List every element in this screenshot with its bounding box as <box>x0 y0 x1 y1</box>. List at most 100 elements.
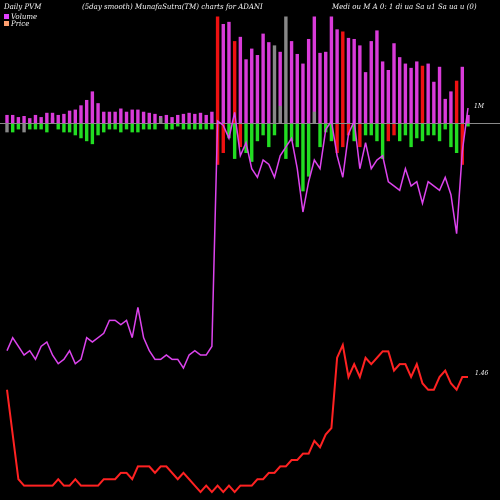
money-flow-bar <box>380 123 385 159</box>
money-flow-bar <box>466 123 470 127</box>
legend-price-label: Price <box>10 20 29 28</box>
volume-bar <box>164 114 169 124</box>
volume-bar <box>312 16 317 124</box>
volume-bar <box>386 70 391 124</box>
volume-bar <box>449 91 453 124</box>
volume-bar <box>193 113 197 124</box>
volume-bar <box>170 117 174 124</box>
money-flow-bar <box>16 123 21 130</box>
money-flow-bar <box>409 123 413 148</box>
legend-price-swatch <box>4 21 9 26</box>
money-flow-bar <box>306 123 311 177</box>
money-flow-bar <box>158 117 163 124</box>
volume-bar <box>238 36 243 124</box>
volume-bar <box>318 52 322 124</box>
volume-bar <box>33 114 38 124</box>
money-flow-bar <box>147 123 151 130</box>
series-line-volume <box>6 107 469 370</box>
volume-bar <box>119 108 123 124</box>
volume-bar <box>398 57 402 124</box>
money-flow-bar <box>392 123 396 136</box>
volume-bar <box>341 31 345 124</box>
money-flow-bar <box>454 123 459 153</box>
volume-bar <box>352 38 356 124</box>
volume-last-value-label: 1M <box>474 103 485 110</box>
money-flow-bar <box>363 123 368 136</box>
volume-bar <box>215 16 220 124</box>
volume-bar <box>443 98 447 124</box>
volume-bar <box>56 114 60 124</box>
volume-bar <box>10 114 15 124</box>
money-flow-bar <box>73 123 77 136</box>
volume-bar <box>437 66 442 124</box>
volume-bar <box>204 114 208 124</box>
money-flow-bar <box>420 123 425 142</box>
volume-bar <box>39 117 43 124</box>
volume-bar <box>272 45 277 124</box>
volume-bar <box>107 111 112 124</box>
chart-header-center: (5day smooth) MunafaSutra(TM) charts for… <box>82 3 263 11</box>
volume-bar <box>176 114 180 124</box>
volume-bar <box>136 109 140 124</box>
money-flow-bar <box>84 123 89 142</box>
volume-bar <box>426 63 430 124</box>
money-flow-bar <box>164 123 169 130</box>
volume-bar <box>278 51 282 124</box>
money-flow-bar <box>113 123 117 130</box>
money-flow-bar <box>272 123 277 136</box>
volume-bar <box>130 109 134 124</box>
volume-bar <box>432 81 436 124</box>
money-flow-bar <box>449 123 453 148</box>
volume-bar <box>363 72 368 124</box>
volume-bar <box>460 66 465 124</box>
money-flow-bar <box>153 123 157 130</box>
volume-bar <box>221 23 225 124</box>
money-flow-bar <box>90 123 95 145</box>
volume-bar <box>198 112 203 124</box>
money-flow-bar <box>176 123 180 127</box>
volume-bar <box>84 99 89 124</box>
volume-bar <box>403 63 408 124</box>
money-flow-bar <box>460 123 465 165</box>
money-flow-bar <box>341 123 345 148</box>
volume-bar <box>22 116 26 124</box>
money-flow-bar <box>369 123 373 136</box>
money-flow-bar <box>210 123 214 130</box>
money-flow-bar <box>284 123 288 159</box>
volume-bar <box>210 111 214 124</box>
volume-bar <box>284 16 288 124</box>
volume-bar <box>141 111 146 124</box>
money-flow-bar <box>250 123 254 162</box>
money-flow-bar <box>261 123 265 136</box>
money-flow-bar <box>295 123 299 148</box>
money-flow-bar <box>335 123 339 153</box>
money-flow-bar <box>426 123 430 136</box>
volume-bar <box>261 33 265 124</box>
money-flow-bar <box>312 111 317 124</box>
money-flow-bar <box>278 105 282 124</box>
money-flow-bar <box>130 123 134 133</box>
price-last-value-label: 1.46 <box>475 370 489 377</box>
money-flow-bar <box>221 123 225 153</box>
series-line-price <box>6 341 468 494</box>
volume-bar <box>301 63 305 124</box>
money-flow-bar <box>443 123 447 130</box>
money-flow-bar <box>22 123 26 133</box>
money-flow-bar <box>204 123 208 130</box>
money-flow-bar <box>403 123 408 136</box>
money-flow-bar <box>62 123 66 133</box>
money-flow-bar <box>45 123 49 133</box>
volume-bar <box>375 30 379 124</box>
money-flow-bar <box>170 123 174 130</box>
volume-bar <box>369 41 373 124</box>
volume-bar <box>79 105 83 124</box>
money-flow-bar <box>181 123 186 130</box>
volume-bar <box>181 113 186 124</box>
money-flow-bar <box>50 117 55 124</box>
volume-bar <box>409 67 413 124</box>
money-flow-bar <box>102 123 106 133</box>
money-flow-bar <box>198 123 203 130</box>
legend-volume-swatch <box>4 14 9 19</box>
money-flow-bar <box>119 123 123 133</box>
